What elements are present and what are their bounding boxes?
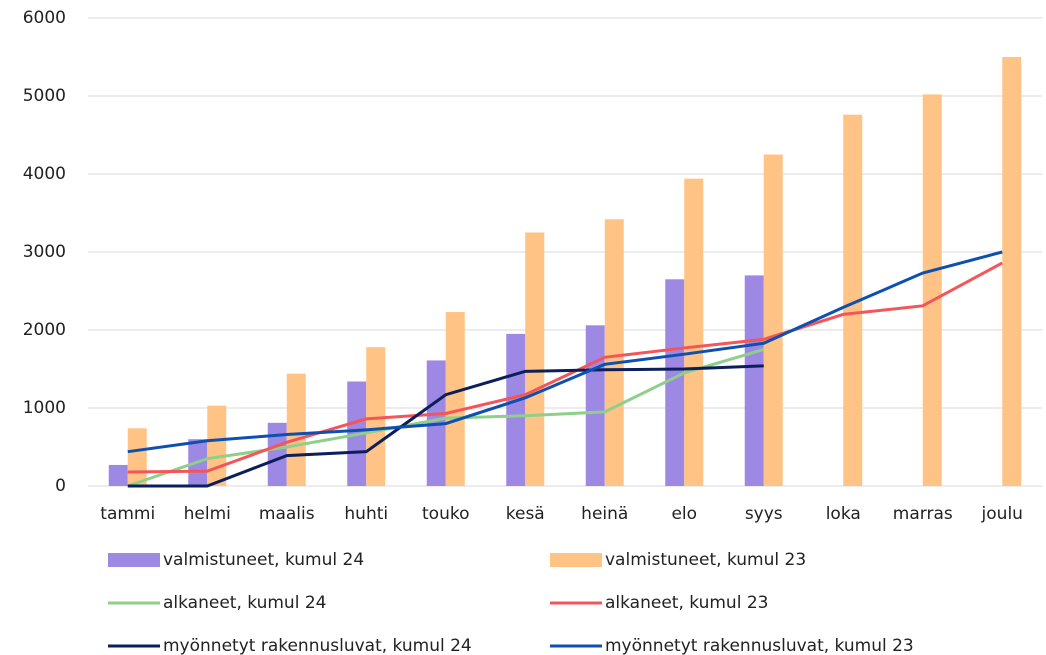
bar <box>267 422 287 486</box>
legend-label: alkaneet, kumul 23 <box>605 593 768 613</box>
y-tick-label: 1000 <box>23 398 66 418</box>
bar <box>744 275 764 486</box>
line <box>127 250 1003 454</box>
x-tick-label: helmi <box>184 504 231 524</box>
bar <box>445 312 465 486</box>
x-tick-label: tammi <box>100 504 155 524</box>
x-tick-label: touko <box>422 504 469 524</box>
bar <box>506 333 526 486</box>
y-tick-label: 4000 <box>23 164 66 184</box>
bar <box>286 373 306 486</box>
bar <box>525 232 545 486</box>
legend-swatch <box>550 553 602 567</box>
x-tick-label: loka <box>826 504 861 524</box>
line <box>127 364 764 488</box>
line <box>127 348 765 488</box>
x-tick-label: kesä <box>506 504 545 524</box>
x-tick-label: huhti <box>344 504 388 524</box>
bar <box>585 325 605 486</box>
x-tick-label: heinä <box>581 504 628 524</box>
bar <box>108 464 128 486</box>
y-tick-label: 3000 <box>23 242 66 262</box>
bar <box>684 178 704 486</box>
y-tick-label: 0 <box>55 476 66 496</box>
legend-label: valmistuneet, kumul 23 <box>605 550 806 570</box>
y-tick-label: 6000 <box>23 8 66 28</box>
y-tick-label: 5000 <box>23 86 66 106</box>
legend-label: myönnetyt rakennusluvat, kumul 23 <box>605 636 914 655</box>
bar <box>127 428 147 486</box>
bar <box>604 219 624 487</box>
x-tick-label: elo <box>671 504 697 524</box>
bar <box>922 94 942 486</box>
bar <box>665 279 685 486</box>
bar <box>207 405 227 486</box>
x-tick-label: joulu <box>981 504 1023 524</box>
x-tick-label: marras <box>893 504 953 524</box>
y-tick-label: 2000 <box>23 320 66 340</box>
legend-label: myönnetyt rakennusluvat, kumul 24 <box>163 636 472 655</box>
bar <box>843 114 863 486</box>
bar <box>763 154 783 486</box>
x-tick-label: syys <box>745 504 783 524</box>
legend-label: valmistuneet, kumul 24 <box>163 550 364 570</box>
legend-label: alkaneet, kumul 24 <box>163 593 326 613</box>
legend-swatch <box>108 553 160 567</box>
x-tick-label: maalis <box>259 504 315 524</box>
bar <box>366 347 386 486</box>
bar <box>1002 57 1022 486</box>
line <box>127 261 1003 474</box>
